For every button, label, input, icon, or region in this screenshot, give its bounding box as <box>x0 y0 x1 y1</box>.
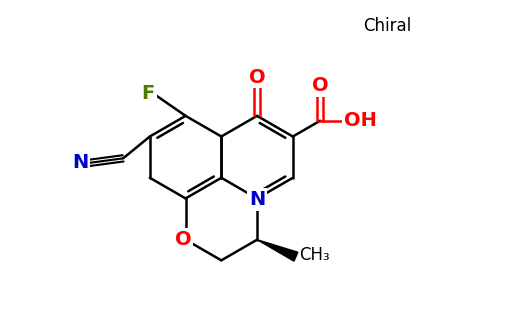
Text: OH: OH <box>344 111 376 130</box>
Polygon shape <box>257 240 298 261</box>
Text: O: O <box>249 67 265 87</box>
Text: CH₃: CH₃ <box>299 246 330 264</box>
Text: F: F <box>141 84 155 102</box>
Text: N: N <box>249 191 265 209</box>
Text: N: N <box>72 153 89 172</box>
Text: O: O <box>312 76 329 95</box>
Text: O: O <box>175 230 191 249</box>
Text: Chiral: Chiral <box>363 17 411 35</box>
